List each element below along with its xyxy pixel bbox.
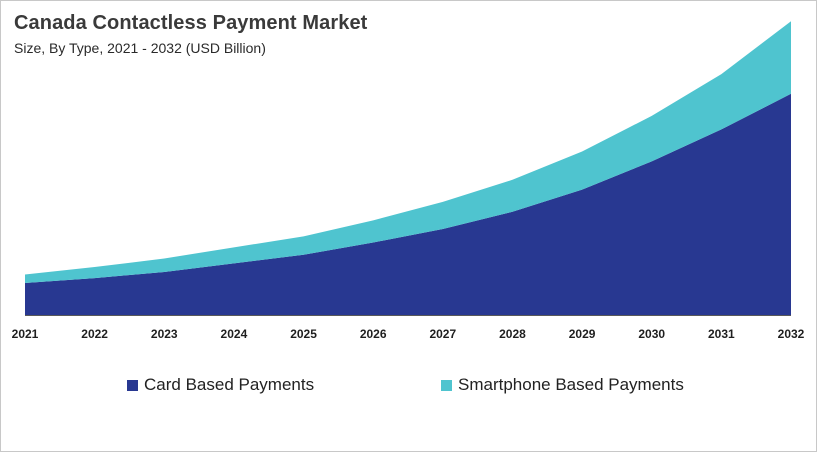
x-tick-label: 2023 — [151, 327, 178, 341]
area-chart: 2021 2022 2023 2024 2025 2026 2027 2028 2029 2030… — [12, 21, 805, 341]
x-tick-label: 2028 — [499, 327, 526, 341]
legend-swatch-smartphone-based — [441, 379, 452, 391]
x-tick-label: 2021 — [12, 327, 39, 341]
x-tick-label: 2029 — [569, 327, 596, 341]
x-tick-label: 2032 — [778, 327, 805, 341]
legend-swatch-card-based — [127, 379, 138, 391]
x-tick-label: 2030 — [638, 327, 665, 341]
x-tick-label: 2027 — [429, 327, 456, 341]
legend-item-card-based: Card Based Payments — [127, 375, 314, 395]
x-tick-label: 2025 — [290, 327, 317, 341]
chart-subtitle: Size, By Type, 2021 - 2032 (USD Billion) — [14, 40, 266, 56]
x-tick-label: 2026 — [360, 327, 387, 341]
chart-title: Canada Contactless Payment Market — [14, 12, 368, 34]
area-series-card-based-payments — [25, 93, 791, 315]
legend: Card Based Payments Smartphone Based Pay… — [0, 375, 817, 399]
x-tick-label: 2031 — [708, 327, 735, 341]
area-series-smartphone-based-payments — [25, 21, 791, 284]
legend-item-smartphone-based: Smartphone Based Payments — [441, 375, 684, 395]
x-tick-label: 2022 — [81, 327, 108, 341]
x-tick-label: 2024 — [221, 327, 248, 341]
legend-label-smartphone-based: Smartphone Based Payments — [458, 375, 684, 394]
legend-label-card-based: Card Based Payments — [144, 375, 315, 394]
